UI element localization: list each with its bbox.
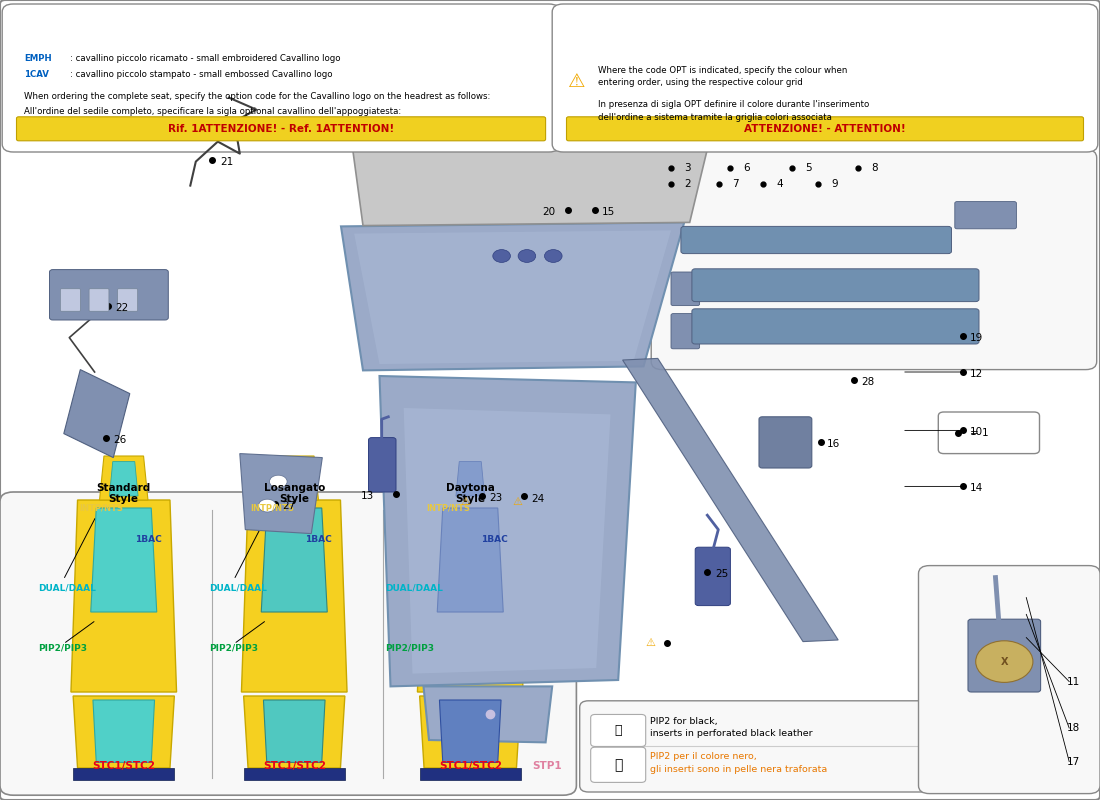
FancyBboxPatch shape bbox=[566, 117, 1084, 141]
Polygon shape bbox=[341, 62, 728, 226]
Circle shape bbox=[270, 475, 287, 488]
FancyBboxPatch shape bbox=[591, 714, 646, 746]
Text: 7: 7 bbox=[733, 179, 739, 189]
Text: 26: 26 bbox=[113, 435, 127, 445]
Polygon shape bbox=[437, 508, 504, 612]
Text: 🔧: 🔧 bbox=[615, 724, 622, 737]
Text: In presenza di sigla OPT definire il colore durante l'inserimento
dell'ordine a : In presenza di sigla OPT definire il col… bbox=[598, 100, 870, 122]
Text: DUAL/DAAL: DUAL/DAAL bbox=[39, 583, 97, 593]
FancyBboxPatch shape bbox=[759, 417, 812, 468]
Polygon shape bbox=[455, 462, 484, 496]
Text: INTP/NTS: INTP/NTS bbox=[251, 503, 294, 513]
Polygon shape bbox=[447, 456, 495, 500]
FancyBboxPatch shape bbox=[671, 272, 700, 306]
Polygon shape bbox=[623, 358, 838, 642]
FancyBboxPatch shape bbox=[50, 270, 168, 320]
Text: 23: 23 bbox=[490, 493, 503, 502]
Polygon shape bbox=[418, 500, 524, 692]
Text: 14: 14 bbox=[970, 483, 983, 493]
Text: Standard
Style: Standard Style bbox=[97, 482, 151, 505]
Text: 4: 4 bbox=[777, 179, 783, 189]
Text: ⚠: ⚠ bbox=[568, 72, 585, 91]
Text: 1BAC: 1BAC bbox=[134, 535, 162, 545]
FancyBboxPatch shape bbox=[938, 412, 1040, 454]
Text: : cavallino piccolo ricamato - small embroidered Cavallino logo: : cavallino piccolo ricamato - small emb… bbox=[70, 54, 341, 63]
FancyBboxPatch shape bbox=[968, 619, 1041, 692]
FancyBboxPatch shape bbox=[692, 309, 979, 344]
Circle shape bbox=[518, 250, 536, 262]
Polygon shape bbox=[420, 768, 521, 780]
Text: STC1/STC2: STC1/STC2 bbox=[439, 761, 502, 770]
Text: DUAL/DAAL: DUAL/DAAL bbox=[209, 583, 267, 593]
Text: 1CAV: 1CAV bbox=[24, 70, 50, 79]
Polygon shape bbox=[90, 508, 156, 612]
Text: 2: 2 bbox=[684, 179, 691, 189]
Text: 20: 20 bbox=[542, 207, 556, 217]
FancyBboxPatch shape bbox=[918, 566, 1100, 794]
Polygon shape bbox=[420, 696, 521, 768]
Polygon shape bbox=[64, 370, 130, 458]
Circle shape bbox=[258, 499, 276, 512]
Polygon shape bbox=[271, 456, 319, 500]
Text: STC1/STC2: STC1/STC2 bbox=[263, 761, 326, 770]
Text: ⚠: ⚠ bbox=[645, 638, 656, 648]
FancyBboxPatch shape bbox=[955, 202, 1016, 229]
Text: 9: 9 bbox=[832, 179, 838, 189]
Text: 28: 28 bbox=[861, 378, 875, 387]
Polygon shape bbox=[70, 500, 176, 692]
Text: X: X bbox=[1001, 657, 1008, 666]
Polygon shape bbox=[424, 686, 552, 742]
FancyBboxPatch shape bbox=[60, 289, 80, 311]
Text: PIP2/PIP3: PIP2/PIP3 bbox=[385, 643, 435, 653]
FancyBboxPatch shape bbox=[681, 226, 952, 254]
Text: EMPH: EMPH bbox=[24, 54, 52, 63]
Text: 🪑: 🪑 bbox=[614, 758, 623, 772]
Text: STP1: STP1 bbox=[532, 761, 562, 770]
Text: 5: 5 bbox=[805, 163, 812, 173]
Text: STC1/STC2: STC1/STC2 bbox=[92, 761, 155, 770]
Text: Where the code OPT is indicated, specify the colour when
entering order, using t: Where the code OPT is indicated, specify… bbox=[598, 66, 848, 87]
Text: = 1: = 1 bbox=[970, 428, 989, 438]
Text: INTP/NTS: INTP/NTS bbox=[427, 503, 470, 513]
Polygon shape bbox=[73, 696, 174, 768]
Text: Losangato
Style: Losangato Style bbox=[264, 482, 324, 505]
Polygon shape bbox=[242, 500, 348, 692]
Text: eurocars passion: eurocars passion bbox=[288, 230, 812, 570]
Polygon shape bbox=[439, 700, 502, 762]
Text: 17: 17 bbox=[1067, 757, 1080, 766]
Text: When ordering the complete seat, specify the option code for the Cavallino logo : When ordering the complete seat, specify… bbox=[24, 92, 491, 101]
Text: 12: 12 bbox=[970, 369, 983, 378]
Text: ⚠: ⚠ bbox=[460, 497, 471, 506]
Text: All'ordine del sedile completo, specificare la sigla optional cavallino dell'app: All'ordine del sedile completo, specific… bbox=[24, 107, 401, 116]
Text: PIP2/PIP3: PIP2/PIP3 bbox=[39, 643, 88, 653]
Text: 10: 10 bbox=[970, 427, 983, 437]
Polygon shape bbox=[404, 408, 610, 674]
FancyBboxPatch shape bbox=[368, 438, 396, 492]
FancyBboxPatch shape bbox=[692, 269, 979, 302]
FancyBboxPatch shape bbox=[0, 492, 576, 795]
Circle shape bbox=[493, 250, 510, 262]
Text: 6: 6 bbox=[744, 163, 750, 173]
Text: 18: 18 bbox=[1067, 723, 1080, 733]
Text: 24: 24 bbox=[531, 494, 544, 504]
Polygon shape bbox=[92, 700, 154, 762]
Polygon shape bbox=[244, 768, 345, 780]
Polygon shape bbox=[262, 508, 328, 612]
Text: ATTENZIONE! - ATTENTION!: ATTENZIONE! - ATTENTION! bbox=[744, 124, 906, 134]
Text: INTP/NTS: INTP/NTS bbox=[79, 503, 123, 513]
Text: 3: 3 bbox=[684, 163, 691, 173]
Text: 27: 27 bbox=[283, 501, 296, 510]
Text: 22: 22 bbox=[116, 303, 129, 313]
Text: 13: 13 bbox=[361, 491, 374, 501]
Polygon shape bbox=[264, 700, 326, 762]
Text: Rif. 1ATTENZIONE! - Ref. 1ATTENTION!: Rif. 1ATTENZIONE! - Ref. 1ATTENTION! bbox=[168, 124, 394, 134]
FancyBboxPatch shape bbox=[580, 701, 988, 792]
FancyBboxPatch shape bbox=[89, 289, 109, 311]
Text: ⚠: ⚠ bbox=[512, 497, 522, 506]
Text: PIP2 for black,
inserts in perforated black leather: PIP2 for black, inserts in perforated bl… bbox=[650, 717, 813, 738]
FancyBboxPatch shape bbox=[552, 4, 1098, 152]
Polygon shape bbox=[379, 376, 636, 686]
Text: 19: 19 bbox=[970, 333, 983, 342]
Text: PIP2 per il colore nero,
gli inserti sono in pelle nera traforata: PIP2 per il colore nero, gli inserti son… bbox=[650, 753, 827, 774]
